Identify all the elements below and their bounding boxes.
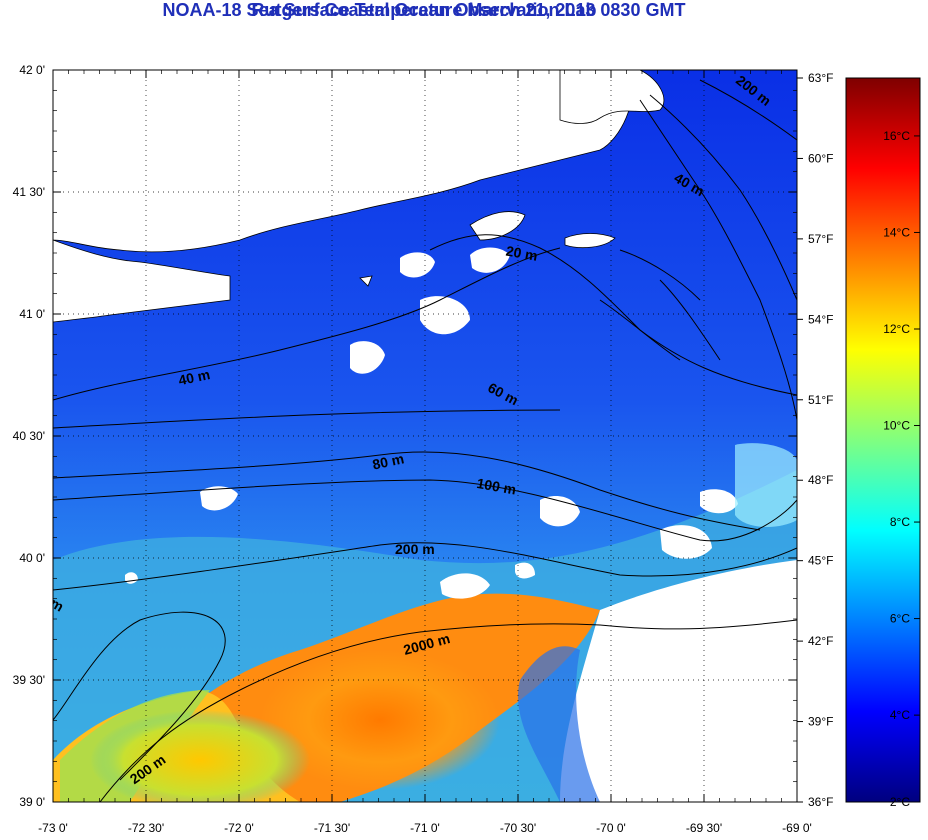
lon-tick-label: -70 0' [596, 821, 626, 835]
lon-tick-label: -69 0' [782, 821, 812, 835]
fahrenheit-tick-label: 39°F [808, 715, 833, 729]
celsius-tick-label: 8°C [890, 515, 910, 529]
celsius-tick-label: 12°C [883, 322, 910, 336]
fahrenheit-tick-label: 57°F [808, 232, 833, 246]
depth-label: 40 m [177, 366, 212, 388]
colorbar [845, 77, 921, 803]
fahrenheit-tick-label: 36°F [808, 795, 833, 809]
fahrenheit-tick-label: 51°F [808, 393, 833, 407]
fahrenheit-tick-label: 63°F [808, 71, 833, 85]
lat-tick-label: 40 0' [19, 551, 45, 565]
block-island [359, 275, 373, 287]
lon-tick-label: -71 30' [314, 821, 350, 835]
lon-tick-label: -73 0' [38, 821, 68, 835]
lat-lon-grid [53, 70, 797, 802]
celsius-tick-label: 4°C [890, 708, 910, 722]
warm-transition [90, 710, 310, 802]
cold-filament [518, 646, 600, 802]
warm-core [260, 650, 500, 790]
cloud-patch [515, 562, 535, 579]
bathymetry-contours [53, 79, 797, 802]
cloud-patch [470, 247, 510, 273]
fahrenheit-tick-label: 45°F [808, 554, 833, 568]
nantucket [564, 233, 616, 249]
cloud-patch [660, 525, 712, 559]
cloud-patch [400, 252, 435, 278]
celsius-tick-label: 6°C [890, 612, 910, 626]
lon-tick-label: -69 30' [686, 821, 722, 835]
lat-tick-label: 40 30' [13, 429, 45, 443]
sst-field: 200 m 40 m 20 m 40 m 60 m 80 m 100 m 200… [53, 70, 797, 802]
colorbar-ticks: 16°C 14°C 12°C 10°C 8°C 6°C 4°C 2°C 63°F 60°F 57°F… [797, 71, 920, 809]
map-axes: 42 0' 41 30' 41 0' 40 30' 40 0' 39 30' 39 0' -7… [13, 63, 812, 835]
fahrenheit-tick-label: 42°F [808, 634, 833, 648]
no-data-region [560, 560, 797, 802]
lon-tick-label: -72 0' [224, 821, 254, 835]
new-england-land [53, 70, 634, 253]
lat-tick-label: 42 0' [19, 63, 45, 77]
celsius-tick-label: 2°C [890, 795, 910, 809]
warm-patch [735, 443, 797, 527]
lon-tick-label: -72 30' [128, 821, 164, 835]
lon-tick-label: -71 0' [410, 821, 440, 835]
marthas-vineyard [469, 211, 526, 241]
celsius-tick-label: 14°C [883, 225, 910, 239]
depth-label: 100 m [475, 475, 517, 498]
lat-tick-label: 41 30' [13, 185, 45, 199]
cloud-patch [420, 296, 470, 335]
lat-tick-label: 39 30' [13, 673, 45, 687]
fahrenheit-tick-label: 48°F [808, 473, 833, 487]
depth-label: 80 m [371, 450, 406, 472]
lat-tick-label: 41 0' [19, 307, 45, 321]
long-island-land [53, 239, 231, 323]
celsius-tick-label: 16°C [883, 129, 910, 143]
depth-label: 200 m [395, 541, 435, 557]
cloud-patch [350, 341, 385, 374]
lon-tick-label: -70 30' [500, 821, 536, 835]
depth-label: 20 m [505, 243, 539, 264]
map-subtitle: Rutgers Coastal Ocean Observation Lab [251, 0, 597, 20]
fahrenheit-tick-label: 60°F [808, 151, 833, 165]
fahrenheit-tick-label: 54°F [808, 312, 833, 326]
cape-cod-land [559, 70, 665, 124]
cloud-patch [440, 573, 490, 599]
celsius-tick-label: 10°C [883, 419, 910, 433]
map-title: NOAA-18 Sea Surface Temperature March 21… [162, 0, 686, 20]
lat-tick-label: 39 0' [19, 795, 45, 809]
cloud-patch [200, 486, 238, 511]
cloud-patch [700, 489, 738, 514]
